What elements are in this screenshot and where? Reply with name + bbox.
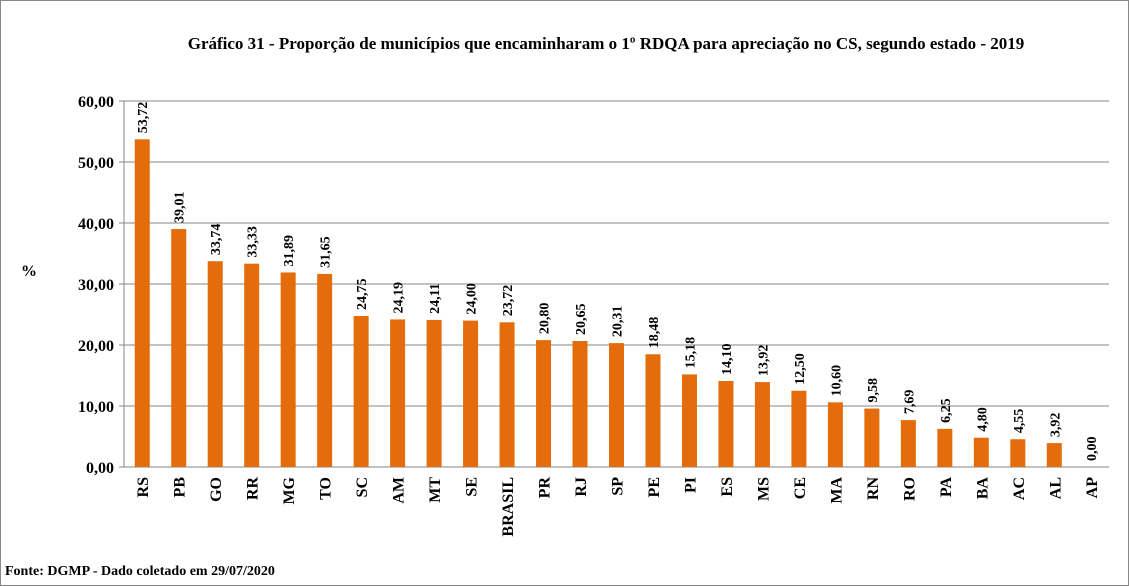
x-tick-label: AL [1047,477,1064,499]
bar [536,340,552,467]
bar [754,382,770,467]
bar [317,273,333,467]
value-label: 14,10 [720,343,735,375]
bar [718,380,734,467]
bar [171,229,187,467]
value-label: 53,72 [136,102,151,134]
x-tick-label: RS [135,477,152,498]
x-tick-label: SE [464,477,481,497]
bar [1046,443,1062,467]
value-label: 3,92 [1048,413,1063,438]
value-label: 33,33 [246,226,261,258]
x-tick-label: AM [391,477,408,504]
x-tick-label: PA [938,477,955,498]
x-tick-label: RO [901,477,918,501]
x-tick-label: MA [828,477,845,504]
x-tick-label: TO [318,477,335,500]
x-tick-label: RR [245,477,262,501]
value-label: 24,11 [428,283,443,314]
bar [609,343,624,467]
y-tick-label: 40,00 [78,216,114,233]
x-tick-label: PI [682,477,699,493]
value-label: 4,80 [975,407,990,432]
x-tick-label: AP [1084,477,1101,499]
value-label: 9,58 [866,378,881,403]
value-label: 33,74 [209,224,224,256]
value-label: 18,48 [647,317,662,349]
value-label: 6,25 [939,398,954,423]
y-tick-label: 0,00 [86,460,114,477]
value-label: 31,89 [282,235,297,267]
x-tick-label: RN [865,477,882,501]
bar [937,428,953,467]
x-tick-label: CE [792,477,809,499]
x-tick-label: MT [427,477,444,503]
x-tick-label: MG [281,476,298,504]
x-tick-label: PR [537,477,554,499]
bar [390,319,406,467]
bar [900,420,916,467]
bar [791,390,807,467]
value-label: 20,80 [538,303,553,335]
source-note: Fonte: DGMP - Dado coletado em 29/07/202… [5,564,275,579]
value-label: 7,69 [902,390,917,415]
value-label: 24,75 [355,279,370,311]
bar [463,320,479,467]
y-tick-label: 30,00 [78,277,114,294]
value-label: 31,65 [319,236,334,268]
bar [572,341,588,467]
bar [681,374,697,467]
bar [973,437,989,467]
value-label: 10,60 [829,365,844,397]
bar [353,316,369,467]
x-tick-label: AC [1011,477,1028,500]
bar [280,272,296,467]
x-tick-label: BA [974,477,991,500]
x-tick-label: GO [208,477,225,502]
value-label: 15,18 [683,337,698,369]
value-label: 0,00 [1085,437,1100,462]
x-tick-label: MS [755,477,772,501]
value-label: 4,55 [1012,409,1027,434]
bar [426,319,442,467]
bar [207,261,223,467]
x-tick-label: RJ [573,477,590,497]
bar [864,408,880,467]
value-label: 13,92 [756,345,771,377]
y-tick-label: 20,00 [78,338,114,355]
value-label: 39,01 [173,192,188,224]
y-tick-label: 60,00 [78,94,114,111]
x-tick-label: PE [646,477,663,497]
bar [134,139,150,468]
value-label: 23,72 [501,285,516,317]
value-label: 24,19 [392,282,407,314]
chart-title: Gráfico 31 - Proporção de municípios que… [187,34,1025,53]
x-tick-label: SP [610,477,627,496]
y-tick-label: 10,00 [78,399,114,416]
x-tick-label: PB [172,477,189,498]
bar [499,322,515,467]
value-label: 24,00 [465,283,480,315]
x-tick-label: SC [354,477,371,497]
bar [244,263,260,467]
y-tick-label: 50,00 [78,155,114,172]
y-axis-label: % [21,263,37,280]
bar [645,354,661,467]
value-label: 20,65 [574,304,589,336]
x-tick-label: ES [719,477,736,497]
bar [827,402,843,467]
value-label: 12,50 [793,353,808,385]
bar [1010,439,1026,467]
x-tick-label: BRASIL [500,477,517,537]
value-label: 20,31 [611,306,626,338]
